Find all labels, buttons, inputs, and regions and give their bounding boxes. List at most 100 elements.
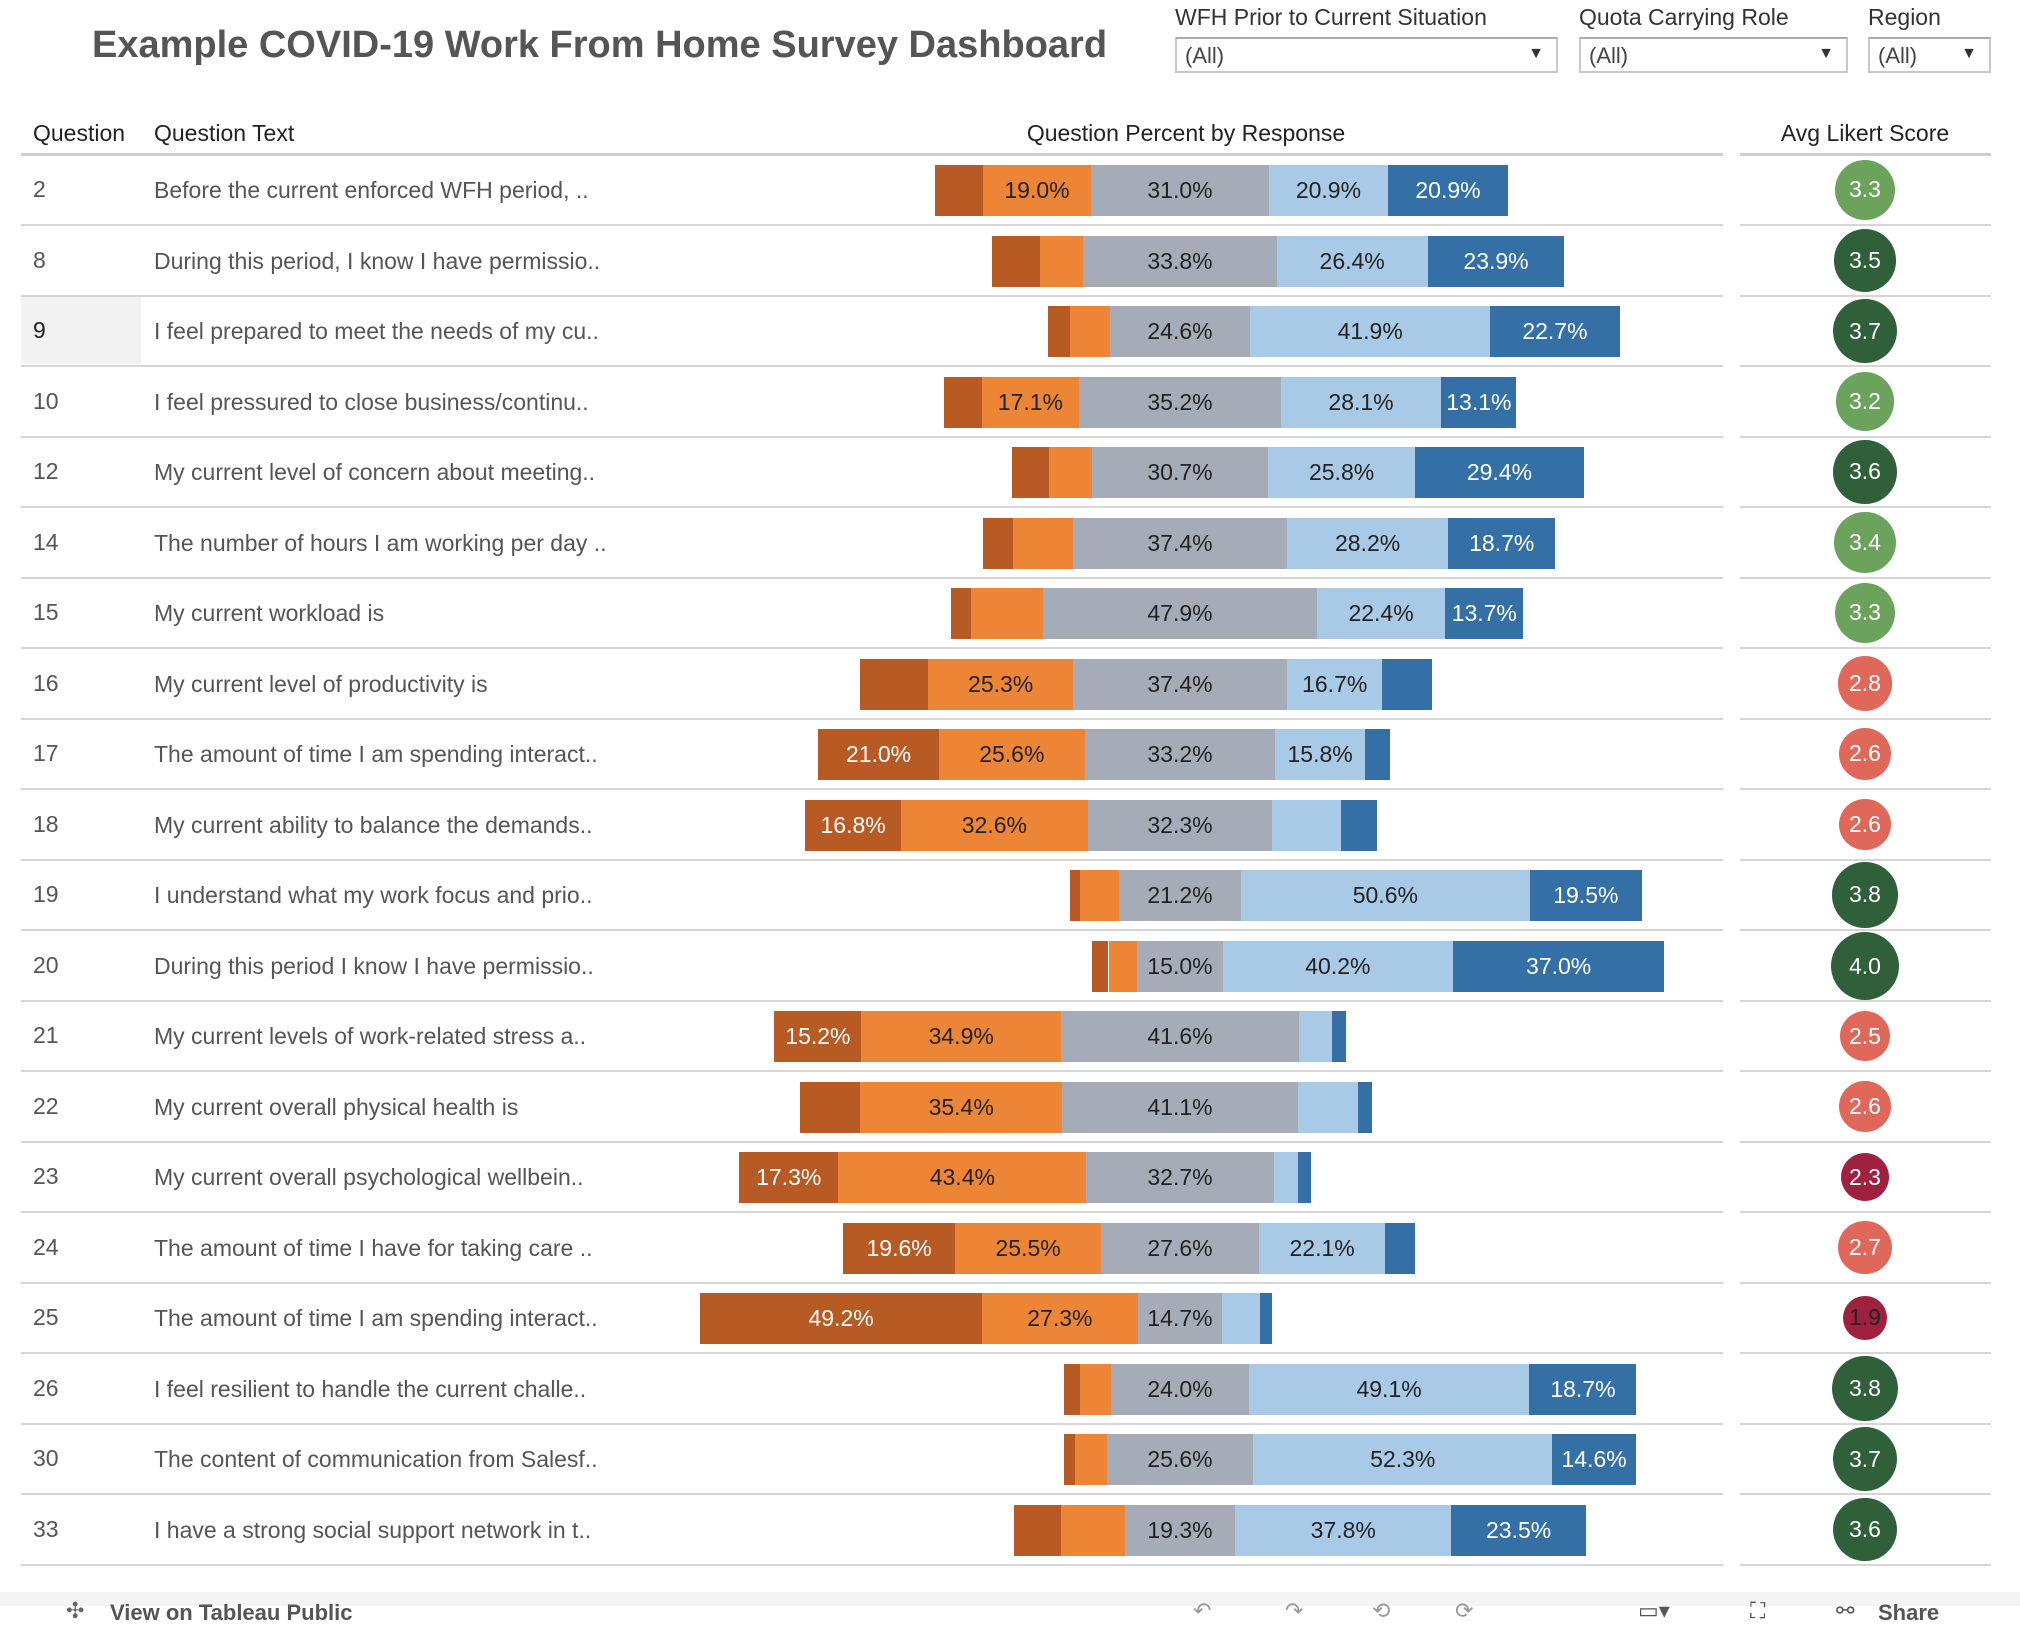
bar-segment-agree[interactable] (1222, 1293, 1261, 1344)
question-number[interactable]: 26 (33, 1374, 59, 1401)
bar-segment-strongly-disagree[interactable] (944, 376, 982, 428)
bar-segment-strongly-agree[interactable] (1341, 799, 1378, 851)
likert-score-bubble[interactable]: 2.6 (1839, 798, 1891, 851)
bar-segment-strongly-agree[interactable]: 19.5% (1530, 870, 1642, 921)
bar-segment-agree[interactable]: 26.4% (1276, 235, 1428, 287)
question-number[interactable]: 2 (33, 176, 46, 202)
question-number[interactable]: 33 (33, 1515, 59, 1542)
bar-segment-neutral[interactable]: 37.4% (1073, 658, 1287, 710)
bar-segment-disagree[interactable] (1079, 1363, 1112, 1415)
question-number[interactable]: 30 (33, 1445, 59, 1471)
bar-segment-neutral[interactable]: 32.7% (1086, 1152, 1274, 1203)
undo-icon[interactable]: ↶ (1193, 1598, 1212, 1623)
question-text[interactable]: The content of communication from Salesf… (154, 1446, 598, 1472)
bar-segment-strongly-agree[interactable] (1365, 729, 1391, 780)
bar-segment-strongly-agree[interactable]: 18.7% (1448, 517, 1556, 569)
bar-segment-strongly-agree[interactable]: 22.7% (1490, 306, 1620, 357)
bar-segment-disagree[interactable]: 25.6% (938, 729, 1086, 780)
likert-score-bubble[interactable]: 2.8 (1837, 656, 1893, 711)
share-button[interactable]: Share (1878, 1600, 1940, 1625)
bar-segment-agree[interactable]: 28.1% (1280, 376, 1442, 428)
bar-segment-disagree[interactable] (1070, 306, 1110, 357)
bar-segment-neutral[interactable]: 47.9% (1043, 588, 1317, 639)
question-text[interactable]: My current overall psychological wellbei… (154, 1164, 584, 1190)
bar-segment-disagree[interactable]: 35.4% (859, 1081, 1063, 1133)
question-number[interactable]: 22 (33, 1092, 59, 1119)
question-text[interactable]: My current level of concern about meetin… (154, 459, 596, 485)
bar-segment-strongly-agree[interactable] (1260, 1293, 1273, 1344)
question-text[interactable]: My current levels of work-related stress… (154, 1023, 587, 1049)
bar-segment-disagree[interactable]: 25.3% (928, 658, 1074, 710)
bar-segment-strongly-agree[interactable]: 37.0% (1452, 940, 1665, 992)
question-number[interactable]: 20 (33, 951, 59, 978)
likert-score-bubble[interactable]: 3.3 (1835, 583, 1895, 643)
question-number[interactable]: 10 (33, 387, 59, 414)
bar-segment-agree[interactable] (1273, 1152, 1299, 1203)
bar-segment-strongly-disagree[interactable] (1092, 940, 1109, 992)
question-number[interactable]: 14 (33, 528, 59, 555)
bar-segment-strongly-agree[interactable] (1332, 1011, 1347, 1062)
question-number[interactable]: 18 (33, 810, 59, 837)
bar-segment-agree[interactable]: 25.8% (1267, 447, 1416, 498)
bar-segment-strongly-disagree[interactable] (992, 235, 1041, 287)
bar-segment-strongly-agree[interactable]: 18.7% (1529, 1363, 1637, 1415)
question-text[interactable]: The number of hours I am working per day… (154, 529, 607, 556)
question-number[interactable]: 17 (33, 740, 59, 766)
bar-segment-neutral[interactable]: 33.2% (1085, 729, 1275, 780)
bar-segment-neutral[interactable]: 30.7% (1092, 447, 1268, 498)
likert-score-bubble[interactable]: 3.2 (1835, 372, 1895, 431)
bar-segment-strongly-agree[interactable] (1385, 1222, 1416, 1274)
likert-score-bubble[interactable]: 3.4 (1834, 511, 1896, 574)
bar-segment-agree[interactable] (1297, 1081, 1358, 1133)
bar-segment-strongly-agree[interactable] (1382, 658, 1432, 710)
bar-segment-agree[interactable]: 41.9% (1250, 306, 1490, 357)
bar-segment-neutral[interactable]: 24.6% (1109, 306, 1251, 357)
question-number[interactable]: 21 (33, 1022, 59, 1048)
question-text[interactable]: The amount of time I am spending interac… (154, 741, 598, 767)
bar-segment-disagree[interactable]: 43.4% (838, 1152, 1087, 1203)
bar-segment-neutral[interactable]: 25.6% (1106, 1434, 1254, 1485)
likert-score-bubble[interactable]: 4.0 (1831, 931, 1899, 1000)
likert-score-bubble[interactable]: 1.9 (1843, 1296, 1887, 1340)
bar-segment-strongly-agree[interactable] (1357, 1081, 1372, 1133)
question-text[interactable]: I feel prepared to meet the needs of my … (154, 318, 599, 344)
bar-segment-strongly-disagree[interactable] (983, 517, 1013, 569)
bar-segment-agree[interactable]: 50.6% (1240, 870, 1531, 921)
bar-segment-strongly-agree[interactable]: 29.4% (1415, 447, 1584, 498)
bar-segment-disagree[interactable] (1108, 940, 1138, 992)
bar-segment-strongly-disagree[interactable] (951, 588, 971, 639)
likert-score-bubble[interactable]: 2.3 (1840, 1152, 1890, 1202)
bar-segment-strongly-disagree[interactable] (799, 1081, 860, 1133)
bar-segment-agree[interactable]: 49.1% (1248, 1363, 1530, 1415)
bar-segment-agree[interactable] (1298, 1011, 1333, 1062)
bar-segment-agree[interactable]: 22.1% (1258, 1222, 1386, 1274)
likert-score-bubble[interactable]: 3.8 (1832, 862, 1898, 928)
question-number[interactable]: 25 (33, 1304, 59, 1330)
question-text[interactable]: My current overall physical health is (154, 1093, 519, 1120)
bar-segment-neutral[interactable]: 24.0% (1111, 1363, 1249, 1415)
bar-segment-agree[interactable]: 40.2% (1222, 940, 1453, 992)
bar-segment-strongly-disagree[interactable] (1011, 447, 1050, 498)
bar-segment-strongly-disagree[interactable] (859, 658, 929, 710)
question-text[interactable]: Before the current enforced WFH period, … (154, 177, 589, 203)
question-number[interactable]: 8 (33, 246, 46, 273)
redo-icon[interactable]: ↷ (1285, 1598, 1304, 1623)
bar-segment-strongly-agree[interactable]: 13.7% (1445, 588, 1524, 639)
bar-segment-agree[interactable] (1272, 799, 1341, 851)
bar-segment-strongly-disagree[interactable] (1069, 870, 1081, 921)
question-number[interactable]: 9 (21, 297, 141, 364)
view-on-tableau-public-link[interactable]: View on Tableau Public (110, 1600, 353, 1625)
bar-segment-disagree[interactable] (970, 588, 1043, 639)
bar-segment-strongly-disagree[interactable] (934, 165, 983, 216)
bar-segment-neutral[interactable]: 37.4% (1073, 517, 1287, 569)
bar-segment-disagree[interactable]: 17.1% (981, 376, 1080, 428)
question-text[interactable]: The amount of time I have for taking car… (154, 1234, 593, 1261)
likert-score-bubble[interactable]: 2.6 (1839, 1080, 1891, 1133)
bar-segment-strongly-disagree[interactable]: 15.2% (774, 1011, 862, 1062)
bar-segment-neutral[interactable]: 33.8% (1083, 235, 1277, 287)
bar-segment-strongly-disagree[interactable] (1013, 1504, 1061, 1556)
bar-segment-strongly-disagree[interactable]: 49.2% (700, 1293, 982, 1344)
bar-segment-neutral[interactable]: 31.0% (1091, 165, 1269, 216)
question-text[interactable]: My current workload is (154, 600, 385, 626)
question-text[interactable]: The amount of time I am spending interac… (154, 1305, 598, 1331)
